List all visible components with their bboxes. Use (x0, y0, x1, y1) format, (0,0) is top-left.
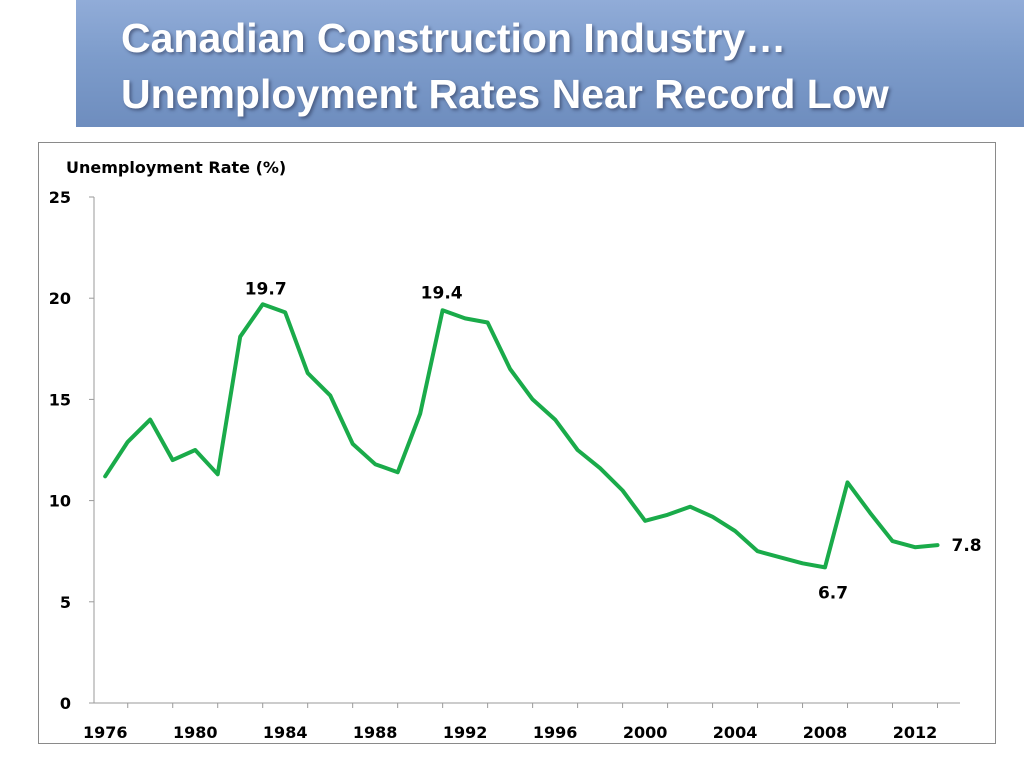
slide-title-line-2: Unemployment Rates Near Record Low (121, 71, 889, 117)
data-label: 19.4 (421, 283, 463, 303)
y-tick-label: 25 (49, 188, 71, 207)
data-label: 19.7 (245, 279, 287, 299)
x-tick-label: 1976 (83, 723, 128, 742)
slide-title-line-1: Canadian Construction Industry… (121, 15, 787, 61)
data-label: 6.7 (818, 583, 848, 603)
x-tick-label: 1988 (353, 723, 398, 742)
y-tick-label: 0 (60, 694, 71, 713)
x-tick-label: 1996 (533, 723, 578, 742)
x-tick-label: 1980 (173, 723, 218, 742)
x-tick-label: 1992 (443, 723, 488, 742)
x-tick-label: 1984 (263, 723, 308, 742)
y-tick-label: 5 (60, 593, 71, 612)
y-axis-title: Unemployment Rate (%) (66, 158, 286, 177)
title-bar (76, 0, 1024, 127)
y-tick-label: 10 (49, 492, 71, 511)
x-tick-label: 2008 (803, 723, 848, 742)
x-tick-label: 2004 (713, 723, 758, 742)
data-label: 7.8 (952, 536, 982, 556)
x-tick-label: 2000 (623, 723, 668, 742)
chart-frame (38, 142, 996, 744)
x-tick-label: 2012 (893, 723, 938, 742)
y-tick-label: 15 (49, 390, 71, 409)
unemployment-rate-series-line (103, 302, 940, 570)
y-tick-label: 20 (49, 289, 71, 308)
